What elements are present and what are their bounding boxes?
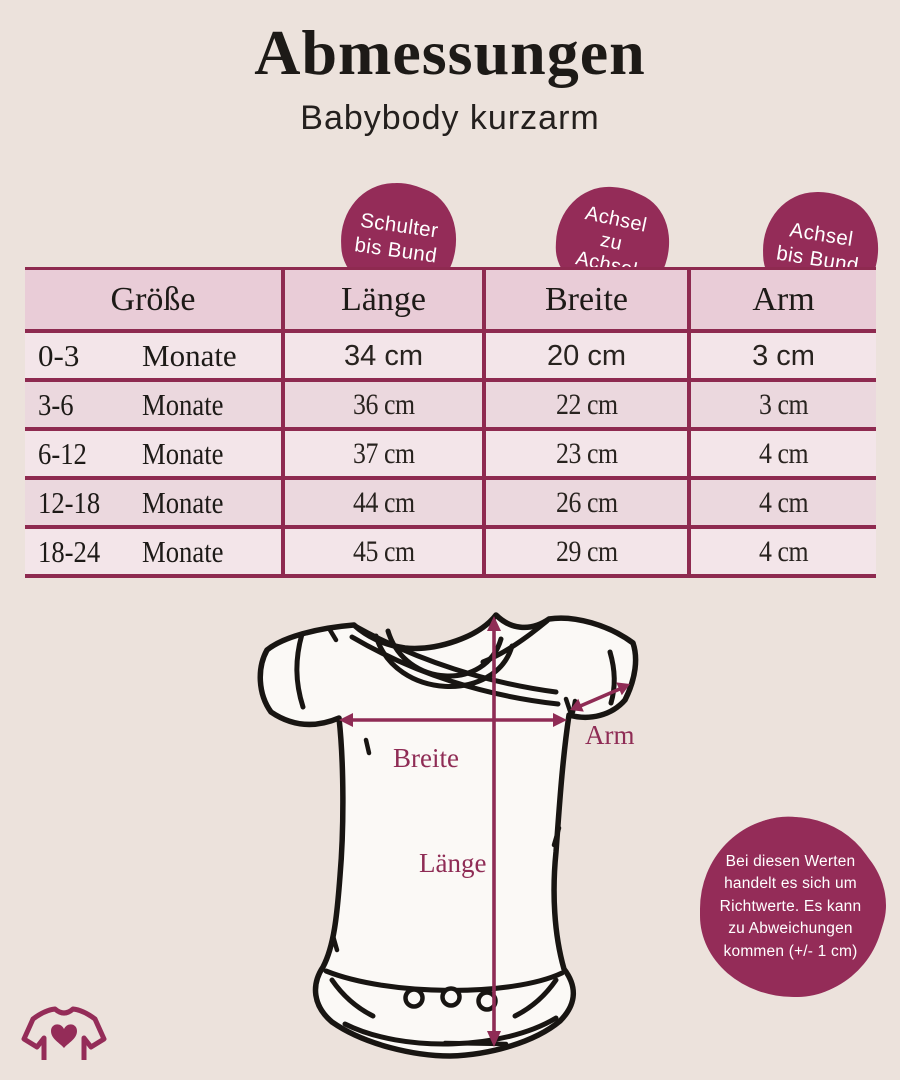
right-leg-band-seam (512, 977, 559, 1019)
size-table: Größe Länge Breite Arm 0-3 Monate 34 cm 2… (25, 267, 876, 578)
breite-cell: 23 cm (482, 427, 689, 478)
arrowhead-arm-in (570, 698, 584, 712)
arm-cell: 4 cm (687, 525, 876, 576)
size-range: 0-3 (38, 337, 80, 373)
left-neck-flap-seam (354, 624, 559, 695)
disclaimer-line: handelt es sich um (724, 875, 857, 893)
size-cell: 6-12 Monate (25, 427, 283, 478)
breite-value: 26 cm (555, 485, 618, 519)
size-cell: 12-18 Monate (25, 476, 283, 527)
arm-arrow (577, 686, 623, 709)
table-row: 12-18 Monate 44 cm 26 cm 4 cm (25, 476, 876, 527)
breite-value: 23 cm (555, 436, 618, 470)
stamp-label: Schulter bis Bund (353, 208, 442, 268)
left-neck-flap-seam-2 (349, 634, 561, 707)
size-unit: Monate (142, 386, 224, 422)
hem-dash (442, 1040, 509, 1047)
babybody-outline-illustration (257, 612, 639, 1059)
crease-mark (563, 696, 573, 714)
laenge-value: 44 cm (352, 485, 415, 519)
table-header-row: Größe Länge Breite Arm (25, 267, 876, 331)
tshirt-outline (21, 1006, 107, 1060)
laenge-label: Länge (419, 848, 486, 878)
size-unit: Monate (142, 533, 224, 569)
disclaimer-line: Richtwerte. Es kann (719, 897, 862, 915)
arrowhead-left (339, 713, 353, 727)
arrowhead-up (487, 616, 501, 631)
arrowhead-down (487, 1031, 501, 1047)
breite-label: Breite (393, 743, 459, 773)
table-row: 6-12 Monate 37 cm 23 cm 4 cm (25, 427, 876, 478)
table-row: 18-24 Monate 45 cm 29 cm 4 cm (25, 525, 876, 576)
crease-mark (330, 933, 340, 953)
arrowhead-right (553, 713, 567, 727)
left-cuff-seam (294, 631, 306, 710)
arm-value: 3 cm (752, 339, 815, 372)
column-header-breite: Breite (482, 267, 689, 331)
laenge-value: 37 cm (352, 436, 415, 470)
disclaimer-stamp: Bei diesen Werten handelt es sich um Ric… (700, 817, 881, 997)
babybody-measurement-diagram: Breite Länge Arm (257, 612, 639, 1059)
table-row: 0-3 Monate 34 cm 20 cm 3 cm (25, 329, 876, 380)
disclaimer-text: Bei diesen Werten handelt es sich um Ric… (720, 851, 862, 963)
arm-cell: 4 cm (687, 476, 876, 527)
size-unit: Monate (142, 337, 237, 373)
arm-value: 4 cm (758, 534, 809, 568)
breite-cell: 20 cm (482, 329, 689, 380)
breite-cell: 29 cm (482, 525, 689, 576)
snap-button (403, 987, 425, 1009)
size-range: 3-6 (38, 386, 74, 422)
arm-cell: 3 cm (687, 329, 876, 380)
size-cell: 0-3 Monate (25, 329, 283, 380)
snap-button (440, 986, 462, 1008)
laenge-value: 34 cm (344, 339, 423, 372)
size-range: 6-12 (38, 435, 87, 471)
right-cuff-seam (607, 649, 617, 706)
arm-value: 3 cm (758, 387, 809, 421)
laenge-cell: 44 cm (281, 476, 484, 527)
disclaimer-line: Bei diesen Werten (725, 852, 856, 870)
disclaimer-line: kommen (+/- 1 cm) (723, 942, 858, 960)
left-leg-band-seam (329, 977, 376, 1019)
column-header-groesse: Größe (25, 267, 283, 331)
laenge-value: 45 cm (352, 534, 415, 568)
crease-mark (363, 737, 372, 756)
crease-mark (551, 825, 562, 848)
laenge-cell: 45 cm (281, 525, 484, 576)
page-title: Abmessungen (254, 17, 646, 88)
table-row: 3-6 Monate 36 cm 22 cm 3 cm (25, 378, 876, 429)
right-neck-flap-seam (480, 618, 550, 665)
arrowhead-arm-out (616, 682, 630, 696)
column-header-arm: Arm (687, 267, 876, 331)
size-unit: Monate (142, 484, 224, 520)
laenge-cell: 34 cm (281, 329, 484, 380)
arm-cell: 3 cm (687, 378, 876, 429)
disclaimer-line: zu Abweichungen (728, 920, 853, 938)
page-subtitle: Babybody kurzarm (300, 99, 600, 137)
size-range: 12-18 (38, 484, 101, 520)
laenge-cell: 36 cm (281, 378, 484, 429)
arm-label: Arm (585, 720, 635, 750)
heart-icon (51, 1024, 77, 1048)
crease-mark (327, 627, 339, 643)
laenge-value: 36 cm (352, 387, 415, 421)
size-cell: 18-24 Monate (25, 525, 283, 576)
breite-cell: 26 cm (482, 476, 689, 527)
breite-value: 20 cm (547, 339, 626, 372)
tshirt-heart-logo-icon (21, 1006, 107, 1060)
arm-cell: 4 cm (687, 427, 876, 478)
size-cell: 3-6 Monate (25, 378, 283, 429)
breite-value: 22 cm (555, 387, 618, 421)
laenge-cell: 37 cm (281, 427, 484, 478)
arm-value: 4 cm (758, 436, 809, 470)
size-unit: Monate (142, 435, 224, 471)
breite-value: 29 cm (555, 534, 618, 568)
breite-cell: 22 cm (482, 378, 689, 429)
arm-value: 4 cm (758, 485, 809, 519)
column-header-laenge: Länge (281, 267, 484, 331)
size-range: 18-24 (38, 533, 101, 569)
